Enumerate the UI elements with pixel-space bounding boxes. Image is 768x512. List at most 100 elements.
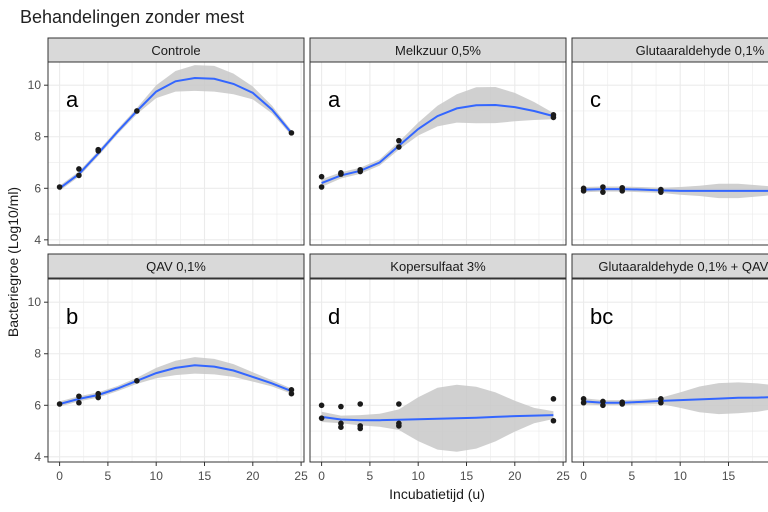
facet-panel: Melkzuur 0,5% a (309, 37, 567, 246)
data-point (134, 378, 140, 384)
panels-group: Controle a 4 6 8 10 Melkzuur 0,5% a Glutaaraldeh… (28, 37, 768, 483)
data-point (288, 390, 295, 397)
data-point (550, 112, 557, 118)
data-point (95, 146, 102, 153)
facet-strip (571, 37, 768, 63)
facet-panel: Glutaaraldehyde 0,1% + QAV 0,1%bc0510152… (571, 253, 768, 483)
x-tick-label: 15 (198, 469, 212, 483)
data-point (619, 399, 626, 406)
data-point (338, 424, 344, 431)
panel-border (47, 61, 305, 246)
data-point (658, 399, 664, 406)
facet-label: Glutaaraldehyde 0,1% (636, 43, 765, 58)
panel-border (309, 278, 567, 463)
y-axis-label: Bacteriegroe (Log10/ml) (5, 187, 21, 337)
panel-border (571, 61, 768, 246)
data-point (580, 185, 587, 192)
facet-strip (571, 253, 768, 279)
facet-panel: Glutaaraldehyde 0,1% c (571, 37, 768, 246)
data-point (658, 396, 664, 402)
data-point (550, 417, 557, 424)
panel-border (571, 278, 768, 463)
data-point (95, 394, 102, 401)
data-point (357, 166, 364, 173)
facet-strip (309, 253, 567, 279)
x-tick-label: 5 (367, 469, 374, 483)
data-point (318, 402, 325, 409)
facet-label: Kopersulfaat 3% (390, 259, 486, 274)
y-tick-label: 8 (34, 130, 41, 144)
x-tick-label: 0 (56, 469, 63, 483)
facet-strip (47, 253, 305, 279)
smooth-line (321, 414, 554, 422)
confidence-band (583, 382, 768, 415)
data-point (288, 387, 295, 393)
facet-label: Controle (151, 43, 200, 58)
chart-title: Behandelingen zonder mest (20, 7, 245, 27)
data-point (580, 396, 587, 402)
facet-strip (47, 37, 305, 63)
y-tick-label: 10 (28, 78, 42, 92)
significance-letter: a (66, 87, 79, 112)
data-point (357, 423, 364, 429)
facet-panel: Kopersulfaat 3% d 0 5 10 15 20 25 (309, 253, 570, 483)
x-tick-label: 15 (460, 469, 474, 483)
x-tick-label: 5 (105, 469, 112, 483)
data-point (396, 144, 402, 150)
facet-panel: QAV 0,1% b 4 6 8 10 0 5 10 15 20 25 (28, 253, 308, 483)
data-point (658, 186, 664, 193)
data-point (95, 390, 102, 397)
data-point (600, 184, 606, 190)
significance-letter: c (590, 87, 601, 112)
data-point (318, 184, 325, 190)
data-point (396, 420, 402, 427)
data-point (396, 137, 402, 144)
x-tick-label: 0 (318, 469, 325, 483)
data-point (76, 393, 82, 400)
x-tick-label: 25 (556, 469, 570, 483)
facet-label: Melkzuur 0,5% (395, 43, 481, 58)
panel-background (48, 62, 304, 245)
data-point (76, 172, 82, 179)
data-point (600, 398, 606, 405)
data-point (134, 108, 140, 114)
data-point (76, 166, 82, 172)
x-tick-label: 0 (580, 469, 587, 483)
y-tick-label: 4 (34, 233, 41, 247)
panel-border (47, 278, 305, 463)
x-tick-label: 25 (294, 469, 308, 483)
data-point (318, 173, 325, 180)
y-tick-label: 10 (28, 295, 42, 309)
significance-letter: d (328, 304, 340, 329)
data-point (396, 401, 402, 407)
data-point (56, 184, 63, 190)
data-point (338, 170, 344, 176)
data-point (580, 399, 587, 406)
y-tick-label: 6 (34, 398, 41, 412)
x-tick-label: 5 (629, 469, 636, 483)
data-point (550, 396, 557, 402)
data-point (76, 399, 82, 406)
panel-background (572, 279, 768, 462)
facet-label: QAV 0,1% (146, 259, 206, 274)
x-tick-label: 10 (674, 469, 688, 483)
confidence-band (59, 65, 292, 191)
x-axis-label: Incubatietijd (u) (389, 486, 485, 502)
x-tick-label: 20 (246, 469, 260, 483)
data-point (56, 401, 63, 407)
x-tick-label: 15 (722, 469, 736, 483)
data-point (338, 420, 344, 427)
data-point (619, 184, 626, 191)
panel-border (309, 61, 567, 246)
facet-label: Glutaaraldehyde 0,1% + QAV 0,1% (598, 259, 768, 274)
data-point (600, 189, 606, 195)
y-tick-label: 8 (34, 347, 41, 361)
facet-panel: Controle a 4 6 8 10 (28, 37, 305, 247)
x-tick-label: 10 (150, 469, 164, 483)
data-point (288, 130, 295, 136)
data-point (600, 402, 606, 409)
data-point (318, 415, 325, 421)
panel-background (310, 62, 566, 245)
data-point (338, 403, 344, 410)
x-tick-label: 20 (508, 469, 522, 483)
